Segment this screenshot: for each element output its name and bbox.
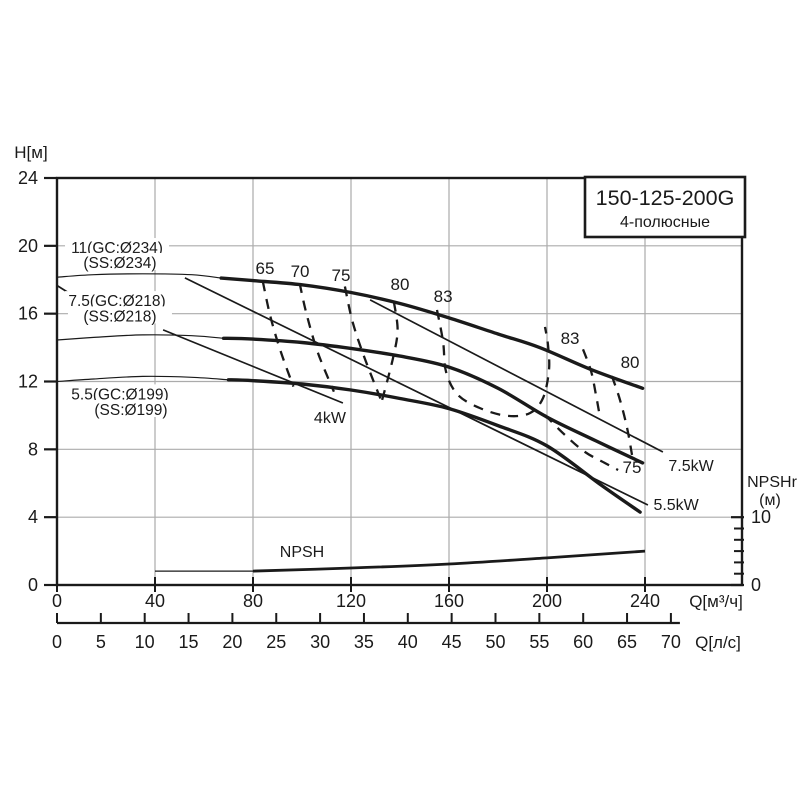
eff-80-right-label: 80: [621, 353, 640, 372]
x2-tick-label: 50: [485, 632, 505, 652]
x2-tick-label: 35: [354, 632, 374, 652]
x-tick-label: 80: [243, 591, 263, 611]
x2-tick-label: 65: [617, 632, 637, 652]
pump-curve-7.5: [221, 336, 645, 465]
eff-70: [298, 282, 335, 393]
pump-curve-11: [219, 276, 645, 390]
npshr-tick-label: 0: [751, 575, 761, 595]
y-tick-label: 16: [18, 304, 38, 324]
pump-curve-5.5-name: (SS:Ø199): [94, 402, 167, 419]
x2-tick-label: 10: [135, 632, 155, 652]
y-tick-label: 8: [28, 439, 38, 459]
eff-83-label: 83: [434, 287, 453, 306]
power-4kw-label: 4kW: [314, 410, 347, 427]
y-tick-label: 24: [18, 168, 38, 188]
eff-83-right: [581, 348, 602, 418]
title-box: [583, 175, 747, 239]
npshr-tick-label: 10: [751, 507, 771, 527]
eff-80-label: 80: [391, 275, 410, 294]
x2-tick-label: 20: [222, 632, 242, 652]
x-axis-title: Q[м³/ч]: [689, 592, 743, 611]
x2-tick-label: 55: [529, 632, 549, 652]
x2-tick-label: 40: [398, 632, 418, 652]
label-mask: [78, 399, 183, 417]
x-tick-label: 200: [532, 591, 562, 611]
x2-tick-label: 70: [661, 632, 681, 652]
y-axis-title: H[м]: [14, 143, 47, 162]
power-7.5kw: [369, 299, 664, 453]
npshr-axis-title: NPSHr: [747, 474, 797, 491]
eff-80: [380, 301, 399, 403]
pump-curve-5.5-name: 5.5(GC:Ø199): [71, 386, 168, 403]
x-tick-label: 0: [52, 591, 62, 611]
y-tick-label: 4: [28, 507, 38, 527]
x2-tick-label: 25: [266, 632, 286, 652]
pump-curve-11-name: 11(GC:Ø234): [71, 240, 163, 257]
label-mask: [65, 291, 170, 309]
x-tick-label: 120: [336, 591, 366, 611]
eff-75-label: 75: [331, 266, 350, 285]
power-5.5kw: [184, 277, 649, 506]
npshr-axis-unit: (м): [759, 492, 781, 509]
eff-70-label: 70: [291, 262, 310, 281]
eff-75-right: [544, 414, 619, 472]
eff-83: [435, 309, 551, 418]
eff-65: [261, 281, 295, 387]
model-title: 150-125-200G: [596, 186, 735, 210]
x2-tick-label: 15: [179, 632, 199, 652]
pump-curve-11-name: (SS:Ø234): [83, 255, 156, 272]
x-tick-label: 40: [145, 591, 165, 611]
pump-curve-7.5-thin: [56, 334, 224, 341]
x2-tick-label: 0: [52, 632, 62, 652]
eff-75-right-label: 75: [623, 458, 642, 477]
x2-axis-title: Q[л/с]: [695, 633, 741, 652]
eff-83-right-label: 83: [561, 329, 580, 348]
eff-80-right: [610, 375, 634, 456]
x2-tick-label: 30: [310, 632, 330, 652]
eff-65-label: 65: [256, 259, 275, 278]
pump-curve-5.5: [226, 378, 642, 514]
power-7.5kw-label: 7.5kW: [668, 458, 714, 475]
x-tick-label: 160: [434, 591, 464, 611]
pump-curve-11-thin: [56, 273, 222, 279]
x2-tick-label: 60: [573, 632, 593, 652]
pump-curve-5.5-thin: [56, 375, 229, 383]
x2-tick-label: 5: [96, 632, 106, 652]
label-mask: [67, 252, 172, 270]
label-mask: [67, 384, 172, 402]
y-tick-label: 0: [28, 575, 38, 595]
pump-curve-7.5-name: 7.5(GC:Ø218): [68, 293, 165, 310]
y-tick-label: 20: [18, 236, 38, 256]
power-5.5kw-label: 5.5kW: [653, 497, 699, 514]
pole-subtitle: 4-полюсные: [620, 214, 710, 231]
label-mask: [65, 238, 170, 256]
label-mask: [67, 306, 172, 324]
x-tick-label: 240: [630, 591, 660, 611]
pump-curve-7.5-name: (SS:Ø218): [83, 308, 156, 325]
power-4kw: [162, 329, 344, 404]
x2-tick-label: 45: [442, 632, 462, 652]
npsh-label: NPSH: [280, 544, 324, 561]
npsh-curve: [252, 549, 646, 573]
y-tick-label: 12: [18, 372, 38, 392]
eff-75: [343, 286, 382, 399]
